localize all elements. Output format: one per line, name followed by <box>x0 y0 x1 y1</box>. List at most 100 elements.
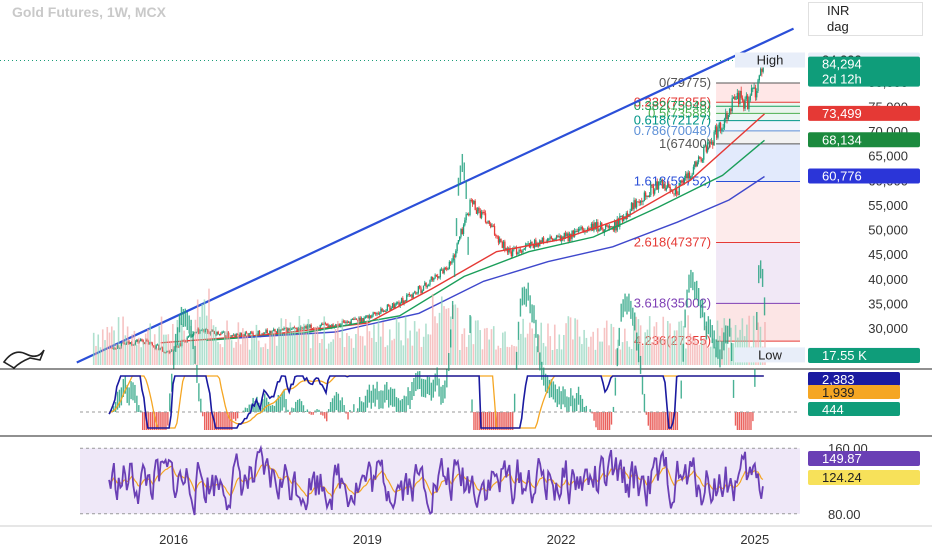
macd-histogram-bar <box>653 412 655 430</box>
volume-bar <box>239 344 242 365</box>
candle-body <box>132 344 134 346</box>
macd-histogram-bar <box>453 258 456 277</box>
macd-histogram-bar <box>393 388 396 407</box>
candle-body <box>444 267 447 269</box>
candle-body <box>293 327 296 329</box>
candle-body <box>331 324 333 328</box>
candle-body <box>168 350 170 354</box>
volume-bar <box>294 327 296 365</box>
volume-bar <box>669 323 671 365</box>
macd-histogram-bar <box>665 412 667 430</box>
macd-histogram-bar <box>674 412 677 430</box>
volume-bar <box>488 339 491 365</box>
volume-bar <box>124 335 127 365</box>
candle-body <box>151 343 153 346</box>
candle-body <box>442 269 444 274</box>
candle-body <box>143 343 146 345</box>
oscillator-pane[interactable] <box>80 444 800 516</box>
candle-body <box>710 141 713 144</box>
candle-body <box>328 325 330 328</box>
currency-selector[interactable]: INR dag <box>808 2 923 36</box>
volume-bar <box>375 341 378 365</box>
macd-histogram-bar <box>535 319 537 338</box>
macd-histogram-bar <box>684 309 686 328</box>
macd-histogram-bar <box>750 412 752 430</box>
candle-body <box>276 329 279 335</box>
volume-bar <box>653 326 656 365</box>
macd-histogram-bar <box>703 312 706 331</box>
candle-body <box>712 141 714 146</box>
candle-body <box>359 317 361 323</box>
price-axis[interactable]: 30,00035,00040,00045,00050,00055,00060,0… <box>735 52 920 522</box>
candle-body <box>526 244 528 246</box>
macd-histogram-bar <box>643 393 646 412</box>
volume-bar <box>97 334 100 365</box>
volume-bar <box>687 315 689 365</box>
volume-bar <box>237 322 240 365</box>
candle-body <box>617 218 620 227</box>
macd-histogram-bar <box>721 341 723 360</box>
macd-histogram-bar <box>134 384 136 403</box>
volume-bar <box>357 318 359 365</box>
candle-body <box>678 182 680 195</box>
volume-bar <box>696 341 698 365</box>
macd-histogram-bar <box>597 412 599 430</box>
candle-body <box>563 233 565 239</box>
candle-body <box>759 69 762 76</box>
volume-bar <box>671 337 674 365</box>
volume-bar <box>266 348 269 365</box>
oscillator-value-tag <box>808 451 920 466</box>
candle-body <box>421 290 423 293</box>
candle-body <box>669 186 671 191</box>
candle-body <box>466 214 469 216</box>
macd-histogram-bar <box>289 412 291 415</box>
volume-bar <box>657 336 660 365</box>
volume-bar <box>698 344 701 365</box>
macd-histogram-bar <box>417 371 419 390</box>
volume-bar <box>590 336 592 365</box>
macd-histogram-bar <box>461 153 464 172</box>
volume-bar <box>574 318 576 365</box>
volume-bar <box>248 349 251 365</box>
volume-bar <box>617 339 619 365</box>
volume-bar <box>483 328 486 365</box>
macd-histogram-bar <box>246 408 249 412</box>
macd-pane[interactable] <box>80 153 800 430</box>
volume-bar <box>533 333 536 365</box>
candle-body <box>488 220 491 224</box>
candle-body <box>443 267 445 274</box>
volume-bar <box>260 347 262 365</box>
macd-histogram-bar <box>668 412 671 430</box>
candle-body <box>648 195 651 198</box>
macd-histogram-bar <box>481 412 483 430</box>
candle-body <box>594 222 596 229</box>
candle-body <box>470 200 472 202</box>
candle-body <box>351 318 354 320</box>
candle-body <box>548 238 550 240</box>
candle-body <box>572 230 574 237</box>
time-axis[interactable]: 2016 2019 2022 2025 <box>159 532 769 547</box>
candle-body <box>518 249 520 253</box>
macd-histogram-bar <box>236 412 239 419</box>
macd-histogram-bar <box>413 378 415 397</box>
candle-body <box>459 236 461 241</box>
fib-zone <box>716 102 800 107</box>
candle-body <box>402 298 404 304</box>
oscillator-tick-label: 80.00 <box>828 507 861 522</box>
macd-histogram-bar <box>420 378 423 397</box>
macd-histogram-bar <box>329 402 332 412</box>
volume-bar <box>520 333 522 365</box>
volume-bar <box>244 335 246 365</box>
candle-body <box>581 226 584 230</box>
volume-bar <box>156 348 158 365</box>
candle-body <box>629 211 631 215</box>
volume-bar <box>655 322 658 365</box>
volume-bar <box>757 322 759 365</box>
volume-bar <box>257 340 260 365</box>
macd-histogram-bar <box>632 307 634 326</box>
volume-bar <box>316 326 319 365</box>
macd-histogram-bar <box>639 355 642 374</box>
macd-histogram-bar <box>308 412 310 414</box>
volume-bar <box>199 316 201 365</box>
